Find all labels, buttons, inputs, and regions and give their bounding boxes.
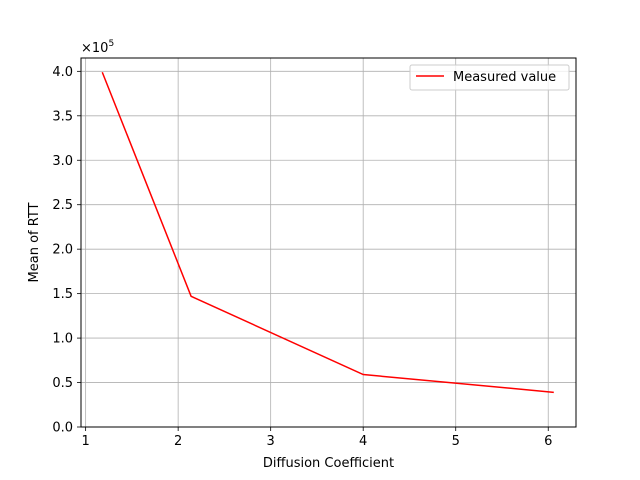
x-tick-label: 5 [452, 434, 460, 449]
y-tick-label: 2.5 [52, 198, 73, 213]
y-tick-label: 3.0 [52, 154, 73, 169]
y-tick-label: 1.5 [52, 287, 73, 302]
x-axis-label: Diffusion Coefficient [263, 456, 394, 471]
y-axis-label: Mean of RTT [27, 202, 42, 282]
x-tick-label: 6 [544, 434, 552, 449]
y-axis: 0.0 0.5 1.0 1.5 2.0 2.5 3.0 3.5 4.0 [52, 65, 81, 436]
y-tick-label: 4.0 [52, 65, 73, 80]
legend-box [409, 64, 570, 91]
offset-exponent: 5 [108, 39, 114, 49]
x-tick-label: 3 [267, 434, 275, 449]
offset-base: ×10 [81, 41, 108, 56]
x-tick-label: 1 [81, 434, 89, 449]
y-tick-label: 0.5 [52, 376, 73, 391]
y-axis-offset-text: ×105 [81, 39, 114, 56]
y-tick-label: 0.0 [52, 421, 73, 436]
plot-area-frame [80, 57, 577, 428]
legend-label-measured-value: Measured value [453, 70, 556, 85]
x-axis: 1 2 3 4 5 6 [81, 427, 552, 449]
y-tick-label: 2.0 [52, 243, 73, 258]
x-tick-label: 2 [174, 434, 182, 449]
grid [81, 58, 576, 428]
series-line-measured-value [101, 71, 554, 394]
x-tick-label: 4 [359, 434, 367, 449]
legend: Measured value [409, 64, 570, 91]
series-layer [101, 71, 554, 394]
y-tick-label: 1.0 [52, 332, 73, 347]
y-tick-label: 3.5 [52, 109, 73, 124]
